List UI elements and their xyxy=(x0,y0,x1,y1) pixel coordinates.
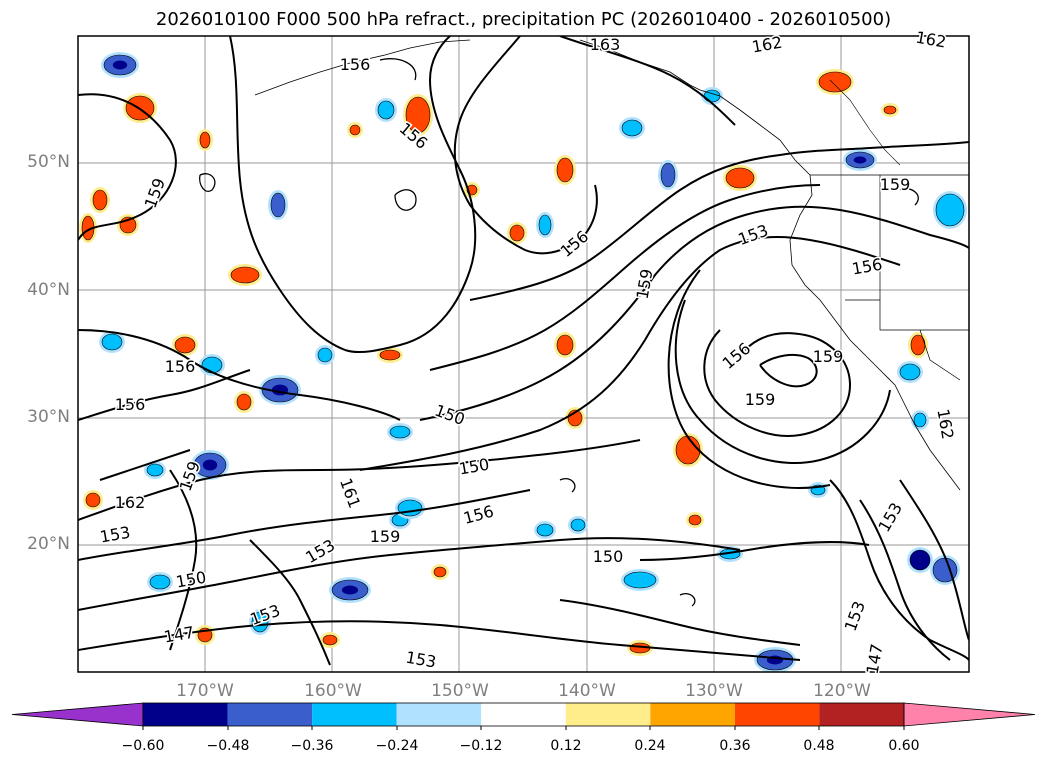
contour-label: 156 xyxy=(115,395,146,414)
precip-cell xyxy=(675,435,701,465)
map-background xyxy=(78,36,969,672)
colorbar-tick-label: −0.60 xyxy=(121,738,165,754)
lon-label-160w: 160°W xyxy=(304,681,362,701)
lon-label-150w: 150°W xyxy=(431,681,489,701)
precip-cell xyxy=(725,167,755,189)
colorbar-tick-label: −0.24 xyxy=(375,738,419,754)
precip-cell xyxy=(149,574,171,590)
precip-cell xyxy=(199,131,211,149)
contour-label: 163 xyxy=(590,35,621,54)
precip-cell xyxy=(935,193,965,227)
precip-core xyxy=(202,459,218,471)
colorbar-tick-label: −0.12 xyxy=(459,738,503,754)
lat-label-50: 50°N xyxy=(27,152,70,172)
precip-cell xyxy=(688,514,702,526)
precip-cell xyxy=(909,549,931,571)
precip-cell xyxy=(538,214,552,236)
precip-cell xyxy=(433,566,447,578)
precip-core xyxy=(853,156,867,164)
lat-label-40: 40°N xyxy=(27,280,70,300)
colorbar-tick-label: −0.36 xyxy=(290,738,334,754)
precip-cell xyxy=(509,224,525,242)
precip-cell xyxy=(570,518,586,532)
contour-label: 156 xyxy=(165,357,196,376)
contour-label: 150 xyxy=(593,547,624,566)
precip-cell xyxy=(377,100,395,120)
precip-cell xyxy=(405,96,431,134)
precip-cell xyxy=(621,119,643,137)
contour-label: 156 xyxy=(340,55,371,74)
figure-title: 2026010100 F000 500 hPa refract., precip… xyxy=(155,9,892,30)
precip-cell xyxy=(201,356,223,374)
coastline xyxy=(254,39,969,491)
precip-cell xyxy=(556,334,574,356)
precip-cell xyxy=(85,492,101,508)
contour-label: 159 xyxy=(880,175,911,194)
precip-cell xyxy=(230,266,260,284)
map-frame xyxy=(77,35,970,673)
precip-cell xyxy=(236,393,252,411)
colorbar-tick-label: 0.36 xyxy=(719,738,751,754)
precip-cell xyxy=(660,162,676,188)
graticule xyxy=(78,36,969,672)
precip-cell xyxy=(349,124,361,136)
colorbar-tick-label: −0.48 xyxy=(206,738,250,754)
precip-cell xyxy=(251,611,269,633)
precip-core xyxy=(112,60,128,70)
lat-label-20: 20°N xyxy=(27,534,70,554)
contour-label: 159 xyxy=(633,267,657,300)
precip-cell xyxy=(623,571,657,589)
lon-label-130w: 130°W xyxy=(685,681,743,701)
lat-label-30: 30°N xyxy=(27,407,70,427)
precip-cell xyxy=(389,425,411,439)
lon-label-120w: 120°W xyxy=(813,681,871,701)
precip-cell xyxy=(146,463,164,477)
precip-cell xyxy=(899,363,921,381)
contour-label: 159 xyxy=(813,347,844,366)
precip-core xyxy=(341,585,359,595)
precip-cell xyxy=(270,192,286,218)
precip-cell xyxy=(883,105,897,115)
contour-label: 162 xyxy=(115,493,146,512)
precip-cell xyxy=(379,349,401,361)
precip-cell xyxy=(92,189,108,211)
contour-label: 159 xyxy=(370,527,401,546)
lon-label-140w: 140°W xyxy=(558,681,616,701)
colorbar-tick-label: 0.24 xyxy=(634,738,666,754)
precip-cell xyxy=(322,634,338,646)
precip-cell xyxy=(536,523,554,537)
lon-label-170w: 170°W xyxy=(176,681,234,701)
minor-contours xyxy=(199,58,919,607)
colorbar-tick-label: 0.60 xyxy=(888,738,920,754)
precip-cell xyxy=(397,499,423,517)
colorbar-tick-label: 0.12 xyxy=(550,738,582,754)
precip-cell xyxy=(317,347,333,363)
refractivity-contours xyxy=(78,36,969,666)
precip-cell xyxy=(556,157,574,183)
contour-label: 159 xyxy=(745,390,776,409)
precip-cell xyxy=(101,333,123,351)
colorbar-tick-label: 0.48 xyxy=(803,738,835,754)
precip-cell xyxy=(818,71,852,93)
precip-cell xyxy=(174,336,196,354)
precip-cell xyxy=(913,412,927,428)
